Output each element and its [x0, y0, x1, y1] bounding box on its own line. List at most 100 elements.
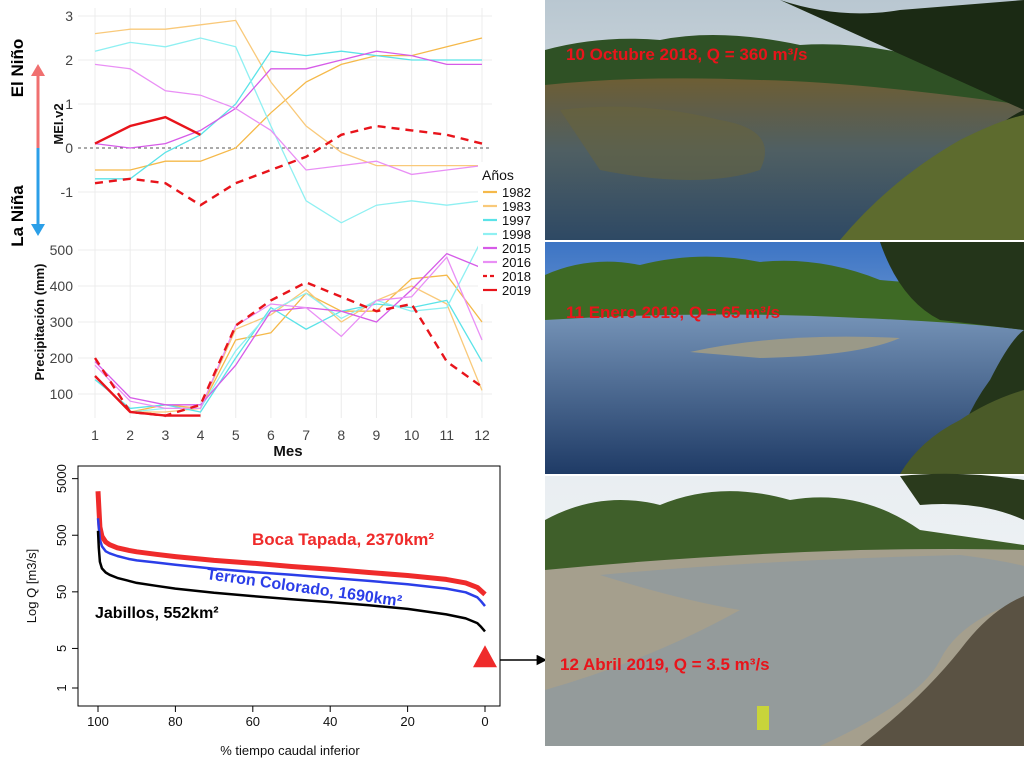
- fdc-y-axis-label: Log Q [m3/s]: [24, 549, 39, 623]
- legend-label-1982: 1982: [502, 185, 531, 200]
- mei-y-ticks: 3 2 1 0 -1: [61, 8, 74, 200]
- fdc-x-tick-label: 60: [246, 714, 260, 729]
- mei-line-1997: [95, 50, 482, 180]
- month-tick-label: 5: [232, 427, 240, 443]
- precip-tick-label: 500: [50, 242, 74, 258]
- photo1-caption: 10 Octubre 2018, Q = 360 m³/s: [566, 45, 807, 64]
- photo2-caption: 11 Enero 2019, Q = 65 m³/s: [566, 303, 780, 322]
- legend-label-1998: 1998: [502, 227, 531, 242]
- fdc-line-jabillos: [96, 530, 486, 633]
- mei-panel-bg: [78, 8, 492, 234]
- precip-line-1998: [94, 238, 483, 413]
- fdc-x-tick-label: 40: [323, 714, 337, 729]
- month-tick-label: 10: [404, 427, 420, 443]
- photo-october-2018: 10 Octubre 2018, Q = 360 m³/s: [545, 0, 1024, 240]
- photo-april-2019: 12 Abril 2019, Q = 3.5 m³/s: [545, 473, 1024, 746]
- precip-line-2018: [93, 281, 483, 417]
- legend-label-2019: 2019: [502, 283, 531, 298]
- la-nina-arrowhead-icon: [31, 224, 45, 236]
- fdc-y-tick-label: 5: [54, 645, 69, 652]
- precip-axis-label: Precipitación (mm): [32, 263, 47, 380]
- precip-series-group: [93, 238, 483, 417]
- photo1-reflection: [560, 106, 765, 180]
- precip-line-1997: [94, 299, 483, 413]
- mei-line-2018: [94, 124, 483, 207]
- photo3-channel: [545, 555, 1024, 746]
- photo2-sandbar: [690, 336, 900, 358]
- la-nina-label: La Niña: [8, 185, 27, 247]
- month-tick-label: 9: [373, 427, 381, 443]
- mei-line-2015: [94, 50, 482, 149]
- month-tick-label: 1: [91, 427, 99, 443]
- photo3-person: [757, 706, 769, 730]
- precip-line-2015: [94, 252, 483, 406]
- fdc-series-group: [95, 491, 497, 668]
- precip-line-2016: [94, 256, 483, 410]
- precip-tick-label: 100: [50, 386, 74, 402]
- precip-tick-label: 400: [50, 278, 74, 294]
- fdc-line-terron: [96, 518, 486, 607]
- flow-duration-chart: 5000 500 50 5 1 100 80 60 40 20 0 Log Q [m3/s] % …: [24, 464, 548, 758]
- legend-label-2018: 2018: [502, 269, 531, 284]
- apr-2019-triangle-marker: [473, 645, 497, 668]
- legend-label-1983: 1983: [502, 199, 531, 214]
- fdc-x-tick-label: 100: [87, 714, 109, 729]
- legend-title: Años: [482, 167, 514, 183]
- mei-tick-label: 2: [65, 52, 73, 68]
- el-nino-arrowhead-icon: [31, 64, 45, 76]
- photo3-overhang: [900, 473, 1024, 520]
- photo3-bank: [860, 596, 1024, 746]
- mei-series-group: [94, 19, 483, 224]
- legend-label-2015: 2015: [502, 241, 531, 256]
- month-tick-label: 4: [197, 427, 205, 443]
- fdc-x-tick-label: 0: [481, 714, 488, 729]
- fdc-y-ticks: 5000 500 50 5 1: [54, 464, 78, 692]
- photo2-river: [545, 314, 1024, 474]
- photo-january-2019: 11 Enero 2019, Q = 65 m³/s: [545, 242, 1024, 474]
- legend-label-2016: 2016: [502, 255, 531, 270]
- month-tick-label: 2: [126, 427, 134, 443]
- photo2-grass-bank: [900, 390, 1024, 474]
- mes-axis-label: Mes: [273, 443, 302, 460]
- mei-axis-label: MEI.v2: [51, 103, 66, 144]
- month-tick-label: 3: [161, 427, 169, 443]
- precip-y-ticks: 500 400 300 200 100: [50, 242, 74, 402]
- mei-line-1982: [95, 37, 483, 171]
- precip-grid: [78, 234, 492, 418]
- legend-label-1997: 1997: [502, 213, 531, 228]
- fdc-y-tick-label: 500: [54, 524, 69, 546]
- month-tick-label: 11: [440, 427, 455, 443]
- month-tick-label: 6: [267, 427, 275, 443]
- fdc-x-tick-label: 80: [168, 714, 182, 729]
- fdc-x-axis-label: % tiempo caudal inferior: [220, 743, 360, 758]
- month-tick-label: 12: [474, 427, 490, 443]
- fdc-x-ticks: 100 80 60 40 20 0: [87, 706, 489, 729]
- fdc-y-tick-label: 1: [54, 684, 69, 691]
- boca-tapada-label: Boca Tapada, 2370km²: [252, 530, 434, 549]
- precip-tick-label: 300: [50, 314, 74, 330]
- jabillos-label: Jabillos, 552km²: [95, 605, 219, 622]
- fdc-line-boca: [95, 491, 487, 597]
- photo2-trees: [545, 256, 1024, 330]
- mei-tick-label: 3: [65, 8, 73, 24]
- mei-tick-label: 0: [65, 140, 73, 156]
- precip-panel-bg: [78, 234, 492, 418]
- photo3-caption: 12 Abril 2019, Q = 3.5 m³/s: [560, 655, 770, 674]
- fdc-y-tick-label: 5000: [54, 464, 69, 493]
- fdc-y-tick-label: 50: [54, 585, 69, 599]
- el-nino-label: El Niño: [8, 39, 27, 98]
- precip-line-2019: [94, 375, 201, 417]
- mei-line-2019: [94, 115, 202, 145]
- fdc-x-tick-label: 20: [400, 714, 414, 729]
- mei-line-2016: [94, 63, 483, 176]
- photo1-grass-bank: [840, 115, 1024, 240]
- month-tick-label: 7: [302, 427, 310, 443]
- mei-tick-label: 1: [65, 96, 73, 112]
- month-x-ticks: 1 2 3 4 5 6 7 8 9 10 11 12: [91, 427, 490, 443]
- month-tick-label: 8: [337, 427, 345, 443]
- mei-tick-label: -1: [61, 184, 74, 200]
- precip-tick-label: 200: [50, 350, 74, 366]
